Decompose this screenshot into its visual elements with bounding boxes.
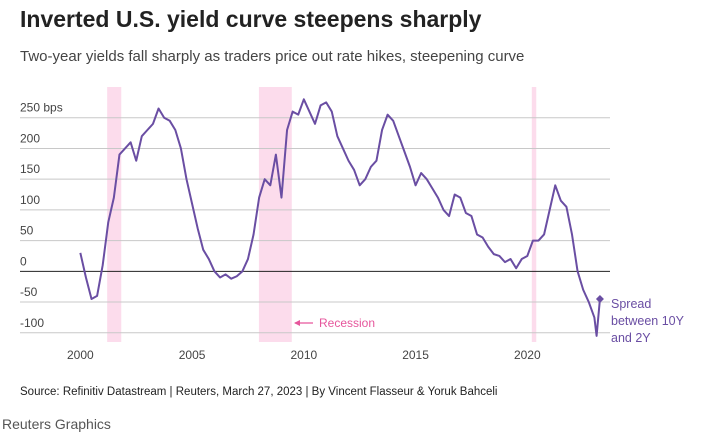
annotation-arrowhead xyxy=(294,320,300,326)
y-tick-label: 0 xyxy=(20,254,27,268)
x-tick-label: 2015 xyxy=(402,348,429,362)
grid-layer: -100 -50 0 50 100 150 200 250 bps 2000 2005 2010 20… xyxy=(20,101,610,362)
y-tick-label: -50 xyxy=(20,285,38,299)
y-tick-label: 50 xyxy=(20,224,34,238)
y-tick-label: 200 xyxy=(20,131,40,145)
annotation: Recession xyxy=(319,316,375,330)
line-layer xyxy=(79,98,604,337)
y-tick-label: -100 xyxy=(20,316,44,330)
chart-subtitle: Two-year yields fall sharply as traders … xyxy=(20,48,524,65)
recession-band xyxy=(531,87,537,342)
source: Source: Refinitiv Datastream | Reuters, … xyxy=(20,386,498,398)
y-tick-label: 150 xyxy=(20,162,40,176)
series-label: Spread between 10Y and 2Y xyxy=(611,297,684,345)
x-tick-label: 2020 xyxy=(514,348,541,362)
end-marker xyxy=(595,294,604,303)
chart-title: Inverted U.S. yield curve steepens sharp… xyxy=(20,6,482,32)
recession-band xyxy=(107,87,122,342)
credit: Reuters Graphics xyxy=(2,416,111,432)
x-tick-label: 2005 xyxy=(179,348,206,362)
x-tick-label: 2000 xyxy=(67,348,94,362)
series-line xyxy=(79,98,601,337)
x-tick-label: 2010 xyxy=(290,348,317,362)
y-tick-label: 250 bps xyxy=(20,101,63,115)
y-tick-label: 100 xyxy=(20,193,40,207)
recession-band xyxy=(258,87,292,342)
